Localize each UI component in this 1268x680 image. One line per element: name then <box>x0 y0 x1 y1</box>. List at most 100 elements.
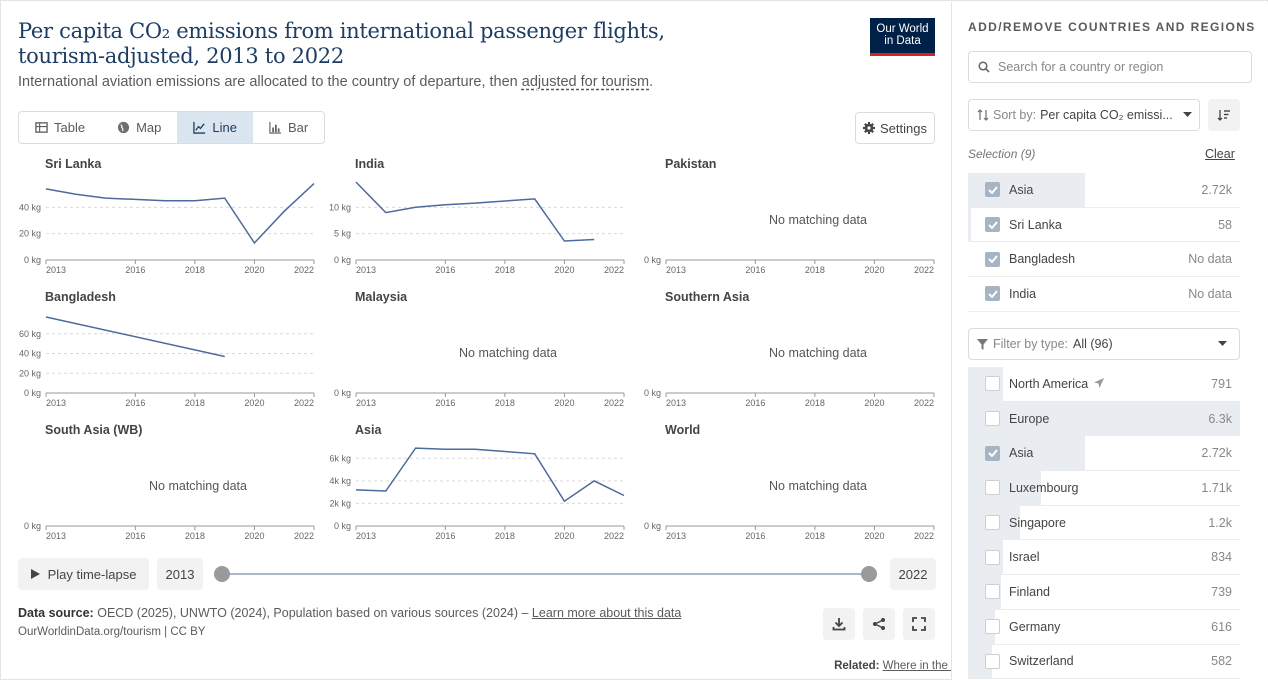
download-button[interactable] <box>823 608 855 640</box>
series-line <box>45 316 225 358</box>
x-tick-label: 2016 <box>435 265 455 275</box>
timeline-track[interactable] <box>222 573 870 575</box>
x-tick-label: 2013 <box>356 265 376 275</box>
checkbox[interactable] <box>985 584 1000 600</box>
play-timelapse-button[interactable]: Play time-lapse <box>18 558 149 590</box>
x-tick-label: 2018 <box>805 531 825 541</box>
tab-table[interactable]: Table <box>19 112 101 143</box>
entity-value: 834 <box>1211 550 1232 565</box>
x-tick-label: 2013 <box>666 398 686 408</box>
settings-button[interactable]: Settings <box>855 112 935 144</box>
panel-title[interactable]: South Asia (WB) <box>45 423 143 437</box>
location-arrow-icon <box>1094 377 1105 388</box>
tab-map-label: Map <box>136 120 162 135</box>
entity-row[interactable]: Switzerland 582 <box>968 644 1240 680</box>
logo-line-2: in Data <box>884 35 921 47</box>
tab-table-label: Table <box>54 120 86 135</box>
sort-direction-button[interactable] <box>1208 99 1240 131</box>
data-source: Data source: OECD (2025), UNWTO (2024), … <box>18 606 681 620</box>
checkbox[interactable] <box>985 251 1000 267</box>
learn-more-link[interactable]: Learn more about this data <box>531 606 682 620</box>
start-year-box[interactable]: 2013 <box>157 558 203 590</box>
play-icon <box>30 569 40 579</box>
y-tick-label: 0 kg <box>644 255 661 265</box>
x-tick-label: 2020 <box>244 531 264 541</box>
entity-row[interactable]: Asia 2.72k <box>968 436 1240 472</box>
panel-svg: 0 kg 20 kg 40 kg 60 kg 2013 2016 2018 2020 2022 <box>19 316 315 408</box>
entity-name: Sri Lanka <box>1009 217 1062 232</box>
y-tick-label: 0 kg <box>644 388 661 398</box>
x-tick-label: 2016 <box>745 265 765 275</box>
entity-row[interactable]: Luxembourg 1.71k <box>968 471 1240 506</box>
clear-button[interactable]: Clear <box>1205 147 1235 161</box>
entity-row[interactable]: Sri Lanka 58 <box>968 207 1240 243</box>
checkbox[interactable] <box>985 480 1000 496</box>
chart-subtitle: International aviation emissions are all… <box>18 74 653 90</box>
subtitle-link[interactable]: adjusted for tourism <box>521 74 650 90</box>
x-tick-label: 2013 <box>46 265 66 275</box>
x-tick-label: 2018 <box>495 265 515 275</box>
sort-dropdown[interactable]: Sort by: Per capita CO₂ emissi... <box>968 99 1200 131</box>
gear-icon <box>863 122 875 134</box>
chart-panel: 0 kg 2013 2016 2018 2020 2022 South Asia (WB) N… <box>18 423 318 548</box>
entity-row[interactable]: Israel 834 <box>968 540 1240 576</box>
tab-line-label: Line <box>212 120 237 135</box>
tab-line[interactable]: Line <box>177 112 253 143</box>
settings-label: Settings <box>880 120 927 136</box>
y-tick-label: 0 kg <box>24 255 41 265</box>
all-entities-list: North America 791 Europe 6.3k Asia 2.72k Luxem… <box>968 367 1240 680</box>
checkbox[interactable] <box>985 286 1000 302</box>
tab-bar-label: Bar <box>287 120 309 135</box>
panel-title[interactable]: Pakistan <box>665 157 717 171</box>
entity-row[interactable]: India No data <box>968 277 1240 312</box>
panel-title[interactable]: Malaysia <box>355 290 408 304</box>
checkbox[interactable] <box>985 515 1000 531</box>
search-input[interactable]: Search for a country or region <box>968 51 1252 83</box>
panel-svg: 0 kg 2013 2016 2018 2020 2022 <box>644 388 935 408</box>
entity-value: No data <box>1188 252 1232 267</box>
caret-down-icon <box>1182 112 1192 117</box>
checkbox[interactable] <box>985 411 1000 427</box>
tab-map[interactable]: Map <box>101 112 177 143</box>
checkbox[interactable] <box>985 182 1000 198</box>
entity-row[interactable]: Asia 2.72k <box>968 173 1240 208</box>
checkbox[interactable] <box>985 549 1000 565</box>
panel-svg: 0 kg 2013 2016 2018 2020 2022 <box>334 388 625 408</box>
tab-bar[interactable]: Bar <box>253 112 324 143</box>
filter-dropdown[interactable]: Filter by type: All (96) <box>968 328 1240 360</box>
fullscreen-button[interactable] <box>903 608 935 640</box>
series-line <box>355 447 625 503</box>
share-button[interactable] <box>863 608 895 640</box>
checkbox[interactable] <box>985 619 1000 635</box>
owid-logo[interactable]: Our World in Data <box>870 18 935 56</box>
related-label: Related: <box>834 660 880 672</box>
selector-heading: ADD/REMOVE COUNTRIES AND REGIONS <box>968 20 1256 34</box>
entity-row[interactable]: Germany 616 <box>968 609 1240 645</box>
checkbox[interactable] <box>985 653 1000 669</box>
panel-title[interactable]: India <box>355 157 385 171</box>
x-tick-label: 2022 <box>914 531 934 541</box>
checkbox[interactable] <box>985 217 1000 233</box>
entity-row[interactable]: Singapore 1.2k <box>968 505 1240 541</box>
chart-panel: 0 kg 2k kg 4k kg 6k kg 2013 2016 2018 2020 2022 A… <box>328 423 628 548</box>
entity-row[interactable]: Finland 739 <box>968 575 1240 610</box>
panel-title[interactable]: Southern Asia <box>665 290 750 304</box>
entity-value: 582 <box>1211 654 1232 669</box>
entity-row[interactable]: Bangladesh No data <box>968 242 1240 278</box>
chart-panel: 0 kg 20 kg 40 kg 60 kg 2013 2016 2018 2020 2022 B… <box>18 290 318 415</box>
end-year-box[interactable]: 2022 <box>890 558 936 590</box>
panel-title[interactable]: Sri Lanka <box>45 157 102 171</box>
end-handle[interactable] <box>861 566 877 582</box>
entity-row[interactable]: Europe 6.3k <box>968 401 1240 437</box>
entity-row[interactable]: North America 791 <box>968 367 1240 402</box>
origin-url[interactable]: OurWorldinData.org/tourism | CC BY <box>18 626 206 638</box>
entity-selector: ADD/REMOVE COUNTRIES AND REGIONS Search … <box>951 2 1268 680</box>
checkbox[interactable] <box>985 445 1000 461</box>
panel-title[interactable]: Asia <box>355 423 382 437</box>
panel-title[interactable]: World <box>665 423 701 437</box>
y-tick-label: 20 kg <box>19 229 41 239</box>
panel-title[interactable]: Bangladesh <box>45 290 116 304</box>
selection-count: Selection (9) <box>968 147 1036 161</box>
checkbox[interactable] <box>985 376 1000 392</box>
start-handle[interactable] <box>214 566 230 582</box>
